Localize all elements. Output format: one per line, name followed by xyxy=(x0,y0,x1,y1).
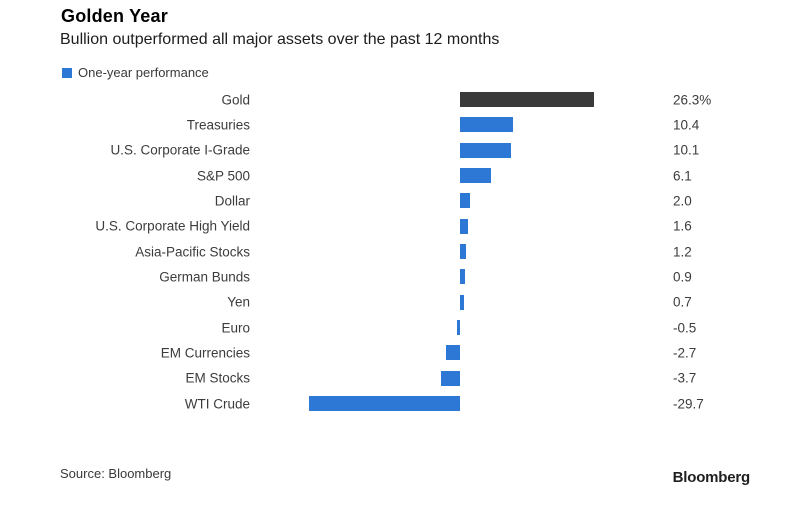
category-label: U.S. Corporate High Yield xyxy=(95,218,250,234)
chart-row: S&P 500 6.1 xyxy=(60,163,800,188)
category-label: Yen xyxy=(227,294,250,310)
chart-subtitle: Bullion outperformed all major assets ov… xyxy=(60,31,500,48)
chart-legend: One-year performance xyxy=(62,65,209,80)
bar xyxy=(460,193,471,209)
bar-chart: Gold 26.3% Treasuries 10.4 U.S. Corporate I-… xyxy=(60,87,800,416)
category-label: German Bunds xyxy=(159,269,250,285)
value-label: 6.1 xyxy=(673,168,692,184)
bar xyxy=(460,168,491,184)
category-label: Treasuries xyxy=(186,117,250,133)
category-label: U.S. Corporate I-Grade xyxy=(110,142,250,158)
chart-row: U.S. Corporate I-Grade 10.1 xyxy=(60,138,800,163)
bar xyxy=(446,345,460,361)
chart-title: Golden Year xyxy=(61,6,168,26)
chart-row: Gold 26.3% xyxy=(60,87,800,112)
category-label: Euro xyxy=(221,320,250,336)
category-label: EM Stocks xyxy=(185,370,250,386)
chart-row: Euro -0.5 xyxy=(60,315,800,340)
bar xyxy=(460,117,513,133)
chart-row: Treasuries 10.4 xyxy=(60,112,800,137)
bar xyxy=(460,92,594,107)
bar xyxy=(441,370,460,386)
category-label: Dollar xyxy=(214,193,250,209)
value-label: 0.9 xyxy=(673,269,692,285)
chart-row: WTI Crude -29.7 xyxy=(60,391,800,416)
bar xyxy=(309,396,460,412)
value-label: 0.7 xyxy=(673,294,692,310)
bar xyxy=(457,320,460,336)
chart-row: EM Stocks -3.7 xyxy=(60,366,800,391)
category-label: S&P 500 xyxy=(196,168,250,184)
bar xyxy=(460,269,465,285)
value-label: -3.7 xyxy=(673,370,697,386)
bar xyxy=(460,244,467,260)
bar xyxy=(460,218,469,234)
chart-row: Asia-Pacific Stocks 1.2 xyxy=(60,239,800,264)
legend-swatch-icon xyxy=(62,67,72,78)
value-label: 1.2 xyxy=(673,244,692,260)
category-label: EM Currencies xyxy=(160,345,250,361)
value-label: -2.7 xyxy=(673,345,697,361)
bar xyxy=(460,142,512,158)
category-label: Gold xyxy=(221,92,250,108)
chart-row: Yen 0.7 xyxy=(60,290,800,315)
legend-label: One-year performance xyxy=(78,65,209,80)
chart-row: U.S. Corporate High Yield 1.6 xyxy=(60,214,800,239)
value-label: 10.1 xyxy=(673,142,700,158)
bloomberg-logo: Bloomberg xyxy=(672,469,751,486)
value-label: -29.7 xyxy=(673,396,704,412)
value-label: 2.0 xyxy=(673,193,692,209)
category-label: WTI Crude xyxy=(184,396,250,412)
source-note: Source: Bloomberg xyxy=(60,466,172,481)
chart-row: German Bunds 0.9 xyxy=(60,264,800,289)
value-label: 26.3% xyxy=(673,92,712,108)
value-label: 10.4 xyxy=(673,117,700,133)
chart-row: EM Currencies -2.7 xyxy=(60,340,800,365)
chart-row: Dollar 2.0 xyxy=(60,188,800,213)
value-label: -0.5 xyxy=(673,320,697,336)
value-label: 1.6 xyxy=(673,218,692,234)
bar xyxy=(460,294,464,310)
category-label: Asia-Pacific Stocks xyxy=(135,244,250,260)
